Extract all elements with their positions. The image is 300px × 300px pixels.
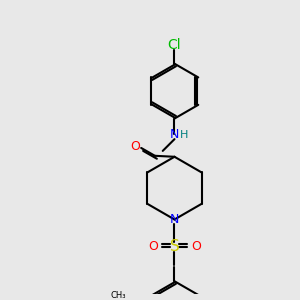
Text: O: O bbox=[148, 240, 158, 254]
Text: S: S bbox=[169, 239, 179, 254]
Text: H: H bbox=[180, 130, 188, 140]
Text: N: N bbox=[170, 128, 179, 141]
Text: O: O bbox=[130, 140, 140, 152]
Text: Cl: Cl bbox=[168, 38, 181, 52]
Text: CH₃: CH₃ bbox=[110, 291, 125, 300]
Text: N: N bbox=[170, 213, 179, 226]
Text: O: O bbox=[191, 240, 201, 254]
